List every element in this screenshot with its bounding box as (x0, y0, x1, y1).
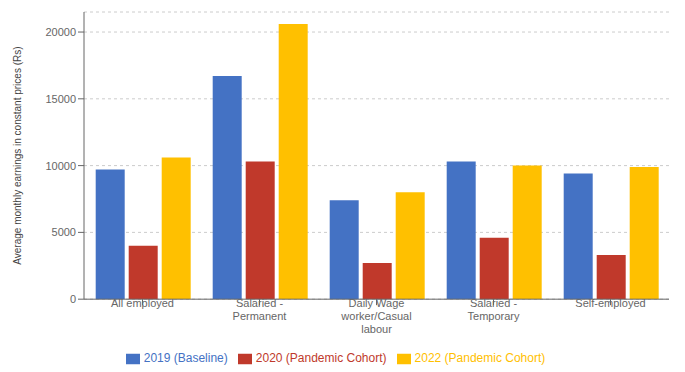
html-text:2022 (Pandemic Cohort): 2022 (Pandemic Cohort) (414, 351, 546, 366)
svg-text:10000: 10000 (45, 160, 76, 172)
svg-text:Salaried -Permanent: Salaried -Permanent (233, 297, 287, 322)
html-text:2019 (Baseline): 2019 (Baseline) (143, 351, 228, 366)
svg-text:Average monthly earnings in co: Average monthly earnings in constant pri… (12, 46, 23, 264)
svg-text:0: 0 (70, 293, 76, 305)
svg-text:5000: 5000 (52, 226, 76, 238)
svg-text:Self-employed: Self-employed (575, 297, 645, 309)
svg-text:20000: 20000 (45, 26, 76, 38)
svg-text:All employed: All employed (111, 297, 174, 309)
svg-text:Daily Wageworker/Casuallabour: Daily Wageworker/Casuallabour (340, 297, 411, 335)
svg-text:Salaried -Temporary: Salaried -Temporary (468, 297, 520, 322)
svg-text:15000: 15000 (45, 93, 76, 105)
html-text:2020 (Pandemic Cohort): 2020 (Pandemic Cohort) (255, 351, 387, 366)
